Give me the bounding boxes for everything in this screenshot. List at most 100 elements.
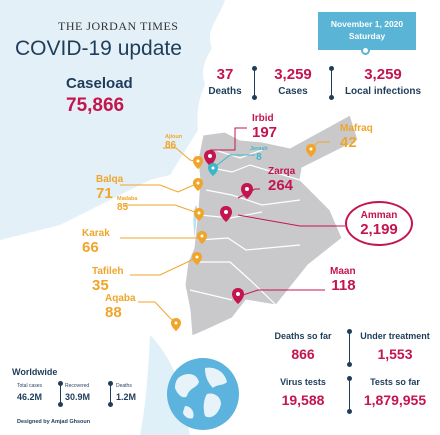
- gov-zarqa: Zarqa 264: [268, 166, 295, 194]
- stat-label: Deaths: [208, 86, 242, 97]
- stat-label: Local infections: [344, 86, 422, 97]
- pin-irbid: [204, 150, 216, 166]
- pin-mafraq: [306, 144, 316, 157]
- gov-name: Maan: [330, 266, 356, 277]
- world-label: Deaths: [116, 383, 132, 389]
- total-tests-so-far: Tests so far 1,879,955: [350, 377, 440, 408]
- pin-aqaba: [171, 318, 181, 331]
- divider: [347, 329, 352, 367]
- pin-ajloun: [193, 156, 203, 169]
- total-value: 19,588: [281, 392, 325, 408]
- divider: [347, 376, 352, 414]
- gov-aqaba: Aqaba 88: [105, 293, 136, 321]
- gov-name: Zarqa: [268, 166, 296, 177]
- divider: [252, 66, 257, 100]
- designer-credit: Designed by Amjad Ghsoun: [17, 419, 91, 425]
- pin-jerash: [208, 163, 218, 176]
- world-total-cases: Total cases 46.2M: [17, 383, 57, 402]
- total-label: Under treatment: [360, 331, 430, 341]
- governorate-borders: [189, 149, 301, 306]
- gov-value: 118: [331, 277, 356, 294]
- gov-value: 2,199: [360, 221, 398, 238]
- world-label: Recovered: [65, 383, 90, 389]
- gov-value: 8: [256, 152, 262, 163]
- pin-maan: [232, 288, 244, 304]
- gov-value: 42: [340, 134, 357, 151]
- gov-value: 197: [252, 124, 278, 141]
- stat-value: 3,259: [274, 66, 312, 83]
- gov-madaba: Madaba 85: [117, 196, 137, 213]
- stat-value: 37: [216, 66, 234, 83]
- page-title: COVID-19 update: [15, 37, 182, 60]
- gov-name: Mafraq: [340, 123, 373, 134]
- gov-name: Jerash: [250, 146, 268, 152]
- gov-jerash: Jerash 8: [250, 146, 268, 163]
- total-value: 866: [291, 346, 315, 362]
- total-deaths-so-far: Deaths so far 866: [258, 331, 348, 362]
- date-text: November 1, 2020: [330, 19, 404, 29]
- gov-balqa: Balqa 71: [96, 174, 123, 202]
- pin-karak: [197, 231, 207, 244]
- total-under-treatment: Under treatment 1,553: [350, 331, 440, 362]
- map-pins: [171, 144, 316, 331]
- world-value: 46.2M: [17, 392, 43, 402]
- world-deaths: Deaths 1.2M: [116, 383, 156, 402]
- total-virus-tests: Virus tests 19,588: [258, 377, 348, 408]
- world-label: Total cases: [17, 383, 43, 389]
- gov-karak: Karak 66: [82, 228, 110, 256]
- pin-balqa: [193, 178, 203, 191]
- pin-madaba: [194, 208, 204, 221]
- gov-amman: Amman 2,199: [345, 201, 413, 246]
- gov-name: Balqa: [96, 174, 124, 185]
- total-value: 1,879,955: [363, 392, 427, 408]
- worldwide-title: Worldwide: [12, 367, 58, 377]
- gov-name: Tafileh: [92, 266, 124, 277]
- world-value: 1.2M: [116, 392, 137, 402]
- stat-label: Cases: [278, 86, 308, 97]
- caseload-label: Caseload: [66, 75, 133, 92]
- gov-name: Ajloun: [165, 134, 183, 140]
- stat-cases: 3,259 Cases: [262, 66, 324, 97]
- connector-lines: [120, 127, 345, 324]
- total-value: 1,553: [377, 346, 413, 362]
- gov-irbid: Irbid 197: [252, 113, 277, 141]
- stat-deaths: 37 Deaths: [200, 66, 250, 97]
- stat-local-infections: 3,259 Local infections: [336, 66, 430, 97]
- gov-name: Karak: [82, 228, 110, 239]
- total-label: Virus tests: [280, 377, 326, 387]
- pin-zarqa: [241, 183, 253, 199]
- sea-shape: [0, 0, 225, 240]
- globe-icon: [167, 358, 239, 430]
- gov-value: 264: [268, 177, 294, 194]
- world-recovered: Recovered 30.9M: [65, 383, 105, 402]
- gov-mafraq: Mafraq 42: [340, 123, 373, 151]
- gov-tafileh: Tafileh 35: [92, 266, 123, 294]
- gov-ajloun: Ajloun 86: [165, 134, 182, 151]
- gov-value: 86: [165, 140, 177, 151]
- gov-maan: Maan 118: [330, 266, 356, 294]
- caseload-value: 75,866: [66, 95, 125, 116]
- masthead-logo: THE JORDAN TIMES: [58, 19, 179, 33]
- gov-value: 85: [117, 202, 129, 213]
- divider: [58, 381, 63, 407]
- gov-name: Irbid: [252, 113, 274, 124]
- world-value: 30.9M: [65, 392, 91, 402]
- gov-value: 71: [96, 185, 113, 202]
- gov-name: Amman: [360, 210, 398, 221]
- pin-tafileh: [192, 252, 202, 265]
- total-label: Deaths so far: [274, 331, 332, 341]
- gov-value: 66: [82, 239, 99, 256]
- divider: [108, 381, 113, 407]
- total-label: Tests so far: [370, 377, 420, 387]
- divider: [329, 66, 334, 100]
- gov-name: Aqaba: [105, 293, 136, 304]
- gov-value: 35: [92, 277, 109, 294]
- gov-name: Madaba: [117, 196, 138, 202]
- pin-amman: [220, 206, 232, 222]
- date-pin-dot: [361, 46, 370, 55]
- weekday-text: Saturday: [348, 31, 386, 41]
- stat-value: 3,259: [364, 66, 402, 83]
- date-badge: November 1, 2020 Saturday: [318, 12, 416, 55]
- gov-value: 88: [105, 304, 122, 321]
